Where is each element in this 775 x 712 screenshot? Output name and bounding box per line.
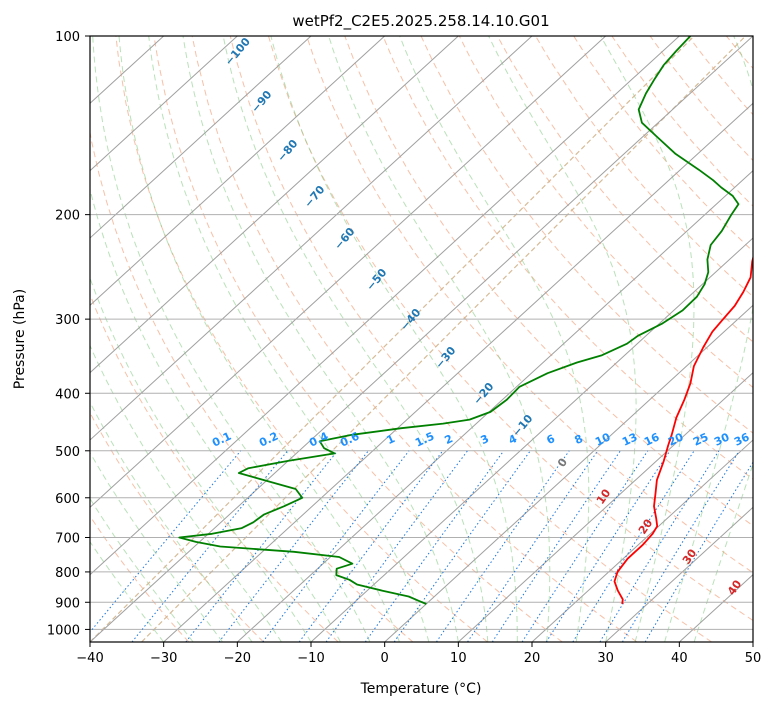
- x-tick-label: −40: [76, 651, 103, 666]
- y-tick-label: 200: [55, 209, 80, 224]
- y-tick-label: 800: [55, 566, 80, 581]
- y-tick-label: 100: [55, 30, 80, 45]
- x-tick-label: 0: [381, 651, 389, 666]
- x-tick-label: 10: [450, 651, 467, 666]
- y-axis-label: Pressure (hPa): [12, 289, 28, 389]
- y-tick-label: 700: [55, 532, 80, 547]
- y-tick-label: 300: [55, 313, 80, 328]
- y-tick-label: 600: [55, 492, 80, 507]
- y-tick-label: 1000: [47, 623, 80, 638]
- y-tick-label: 400: [55, 387, 80, 402]
- x-axis-label: Temperature (°C): [360, 681, 482, 697]
- y-tick-label: 900: [55, 596, 80, 611]
- x-tick-label: 30: [597, 651, 614, 666]
- x-tick-label: 40: [671, 651, 688, 666]
- x-tick-label: −20: [224, 651, 251, 666]
- x-tick-label: −10: [297, 651, 324, 666]
- chart-title: wetPf2_C2E5.2025.258.14.10.G01: [292, 12, 549, 31]
- x-tick-label: 20: [524, 651, 541, 666]
- y-tick-label: 500: [55, 445, 80, 460]
- x-tick-label: 50: [745, 651, 762, 666]
- x-tick-label: −30: [150, 651, 177, 666]
